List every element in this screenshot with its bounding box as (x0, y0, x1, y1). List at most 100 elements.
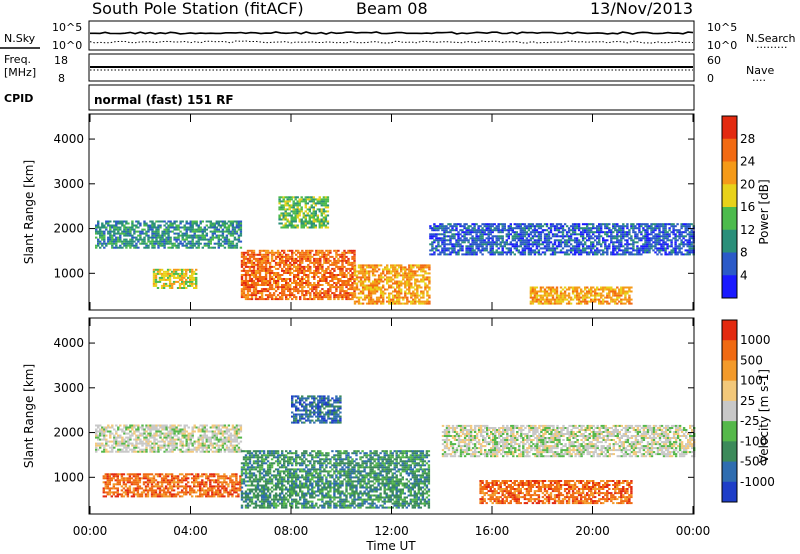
data-cell (115, 438, 118, 441)
data-cell (193, 230, 196, 233)
data-cell (577, 292, 581, 295)
data-cell (604, 225, 607, 228)
data-cell (173, 444, 176, 447)
data-cell (543, 292, 547, 295)
data-cell (165, 428, 168, 431)
data-cell (475, 233, 478, 236)
data-cell (129, 228, 132, 231)
data-cell (349, 274, 352, 276)
data-cell (258, 251, 262, 254)
data-cell (459, 237, 462, 240)
data-cell (187, 446, 190, 449)
data-cell (511, 227, 514, 230)
data-cell (185, 430, 188, 433)
data-cell (153, 224, 156, 227)
data-cell (278, 276, 282, 278)
data-cell (365, 270, 369, 273)
data-cell (129, 448, 132, 451)
data-cell (191, 226, 194, 229)
data-cell (154, 268, 158, 271)
data-cell (600, 300, 603, 303)
data-cell (125, 220, 128, 223)
data-cell (299, 284, 302, 286)
data-cell (396, 300, 399, 303)
data-cell (377, 268, 381, 271)
data-cell (248, 267, 252, 270)
data-cell (461, 249, 464, 252)
data-cell (312, 208, 315, 211)
data-cell (416, 286, 419, 289)
data-cell (172, 282, 176, 285)
data-cell (626, 235, 629, 238)
data-cell (475, 251, 478, 254)
data-cell (318, 218, 321, 221)
data-cell (579, 243, 583, 246)
data-cell (315, 292, 318, 295)
data-cell (117, 226, 120, 229)
data-cell (650, 239, 653, 242)
data-cell (167, 434, 170, 437)
data-cell (185, 238, 188, 241)
data-cell (325, 255, 328, 258)
data-cell (187, 222, 190, 225)
data-cell (179, 226, 182, 229)
data-cell (317, 276, 320, 278)
data-cell (306, 220, 309, 223)
data-cell (541, 296, 545, 299)
data-cell (586, 253, 589, 256)
data-cell (549, 231, 553, 234)
data-cell (527, 247, 531, 250)
data-cell (489, 223, 492, 226)
data-cell (305, 276, 308, 278)
data-cell (567, 286, 571, 289)
data-cell (283, 263, 286, 266)
data-cell (310, 216, 313, 219)
data-cell (172, 272, 176, 275)
data-cell (133, 236, 136, 239)
data-cell (388, 272, 391, 275)
data-cell (157, 226, 160, 229)
data-cell (173, 432, 176, 435)
data-cell (254, 257, 258, 260)
data-cell (248, 284, 252, 286)
data-cell (291, 272, 294, 274)
data-cell (497, 227, 500, 230)
data-cell (175, 426, 178, 429)
data-cell (557, 235, 561, 238)
data-cell (294, 202, 297, 205)
data-cell (598, 229, 601, 232)
data-cell (628, 288, 631, 291)
data-cell (327, 276, 330, 278)
data-cell (674, 243, 677, 246)
data-cell (191, 272, 194, 275)
data-cell (365, 272, 369, 275)
data-cell (248, 261, 252, 264)
data-cell (314, 212, 317, 215)
data-cell (288, 198, 291, 201)
data-cell (157, 424, 160, 427)
data-cell (406, 292, 409, 295)
data-cell (420, 290, 423, 293)
data-cell (177, 226, 180, 229)
data-cell (523, 225, 527, 228)
data-cell (262, 249, 266, 252)
data-cell (115, 432, 118, 435)
data-cell (318, 224, 321, 227)
data-cell (264, 288, 268, 291)
data-cell (390, 264, 393, 267)
data-cell (652, 237, 655, 240)
data-cell (181, 272, 184, 275)
data-cell (382, 290, 385, 293)
data-cell (408, 290, 411, 293)
data-cell (658, 251, 661, 254)
data-cell (461, 235, 464, 238)
data-cell (289, 290, 292, 293)
data-cell (355, 276, 359, 279)
data-cell (325, 257, 328, 260)
data-cell (408, 268, 411, 271)
data-cell (614, 241, 617, 244)
data-cell (418, 294, 421, 297)
data-cell (457, 237, 460, 240)
data-cell (596, 292, 599, 295)
data-cell (317, 280, 320, 282)
